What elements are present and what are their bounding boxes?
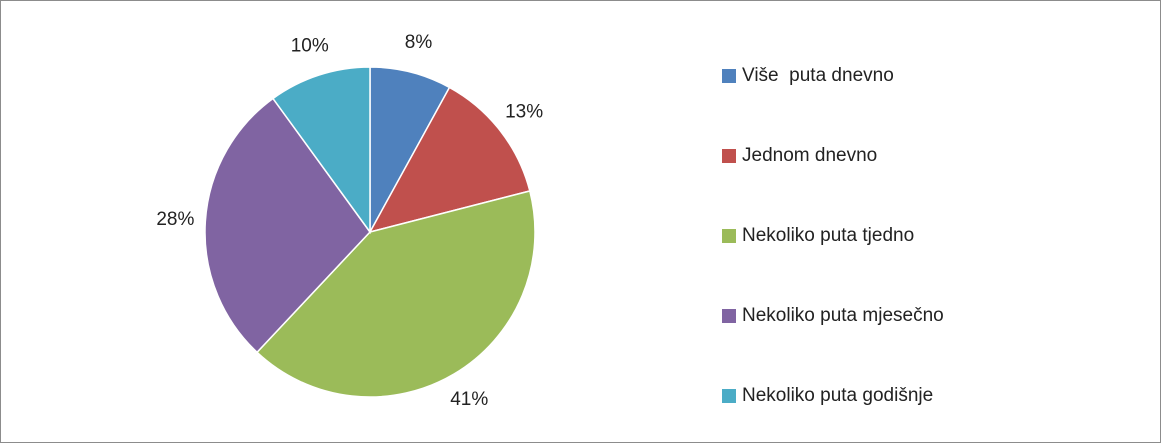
data-label: 13% [505, 101, 543, 122]
legend-label: Više puta dnevno [742, 65, 894, 86]
legend-swatch [722, 309, 736, 323]
data-label: 28% [156, 209, 194, 230]
data-label: 8% [405, 32, 433, 53]
legend-label: Jednom dnevno [742, 145, 877, 166]
legend-swatch [722, 229, 736, 243]
legend-label: Nekoliko puta mjesečno [742, 305, 944, 326]
legend-swatch [722, 389, 736, 403]
legend-label: Nekoliko puta godišnje [742, 385, 933, 406]
data-label: 10% [291, 36, 329, 57]
legend-swatch [722, 149, 736, 163]
data-label: 41% [450, 389, 488, 410]
pie-slice [255, 190, 536, 398]
pie-slice [204, 97, 371, 354]
legend-swatch [722, 69, 736, 83]
pie-slice [368, 86, 531, 234]
pie-slice [271, 66, 371, 235]
legend-label: Nekoliko puta tjedno [742, 225, 914, 246]
